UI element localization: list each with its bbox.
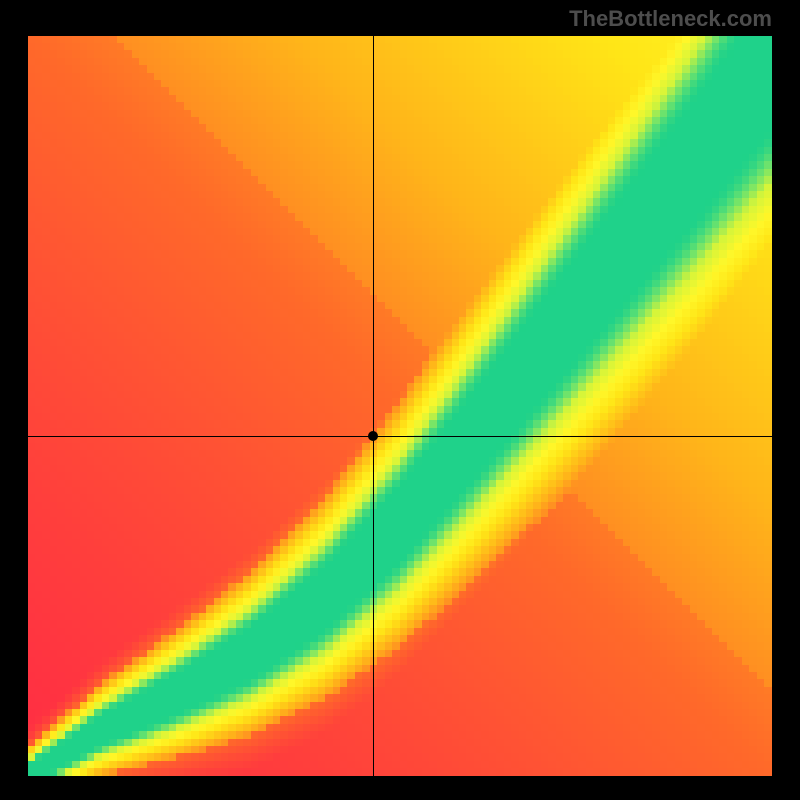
heatmap-plot bbox=[28, 36, 772, 776]
crosshair-vertical bbox=[373, 36, 374, 776]
watermark-text: TheBottleneck.com bbox=[569, 6, 772, 32]
chart-container: { "watermark": { "text": "TheBottleneck.… bbox=[0, 0, 800, 800]
crosshair-marker-dot bbox=[368, 431, 378, 441]
crosshair-horizontal bbox=[28, 436, 772, 437]
heatmap-canvas bbox=[28, 36, 772, 776]
